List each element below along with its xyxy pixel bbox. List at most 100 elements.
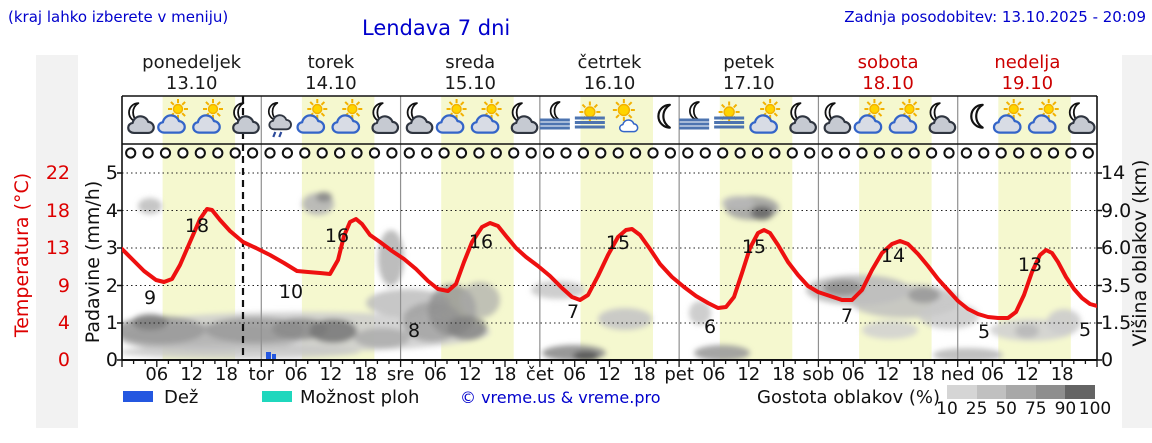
hour-circle-marker [247, 147, 259, 159]
location-hint: (kraj lahko izberete v meniju) [8, 8, 229, 26]
hour-circle-marker [438, 147, 450, 159]
sun-icon [612, 99, 635, 121]
temperature-value-label: 5 [1078, 319, 1092, 341]
day-date-label: 19.10 [1001, 73, 1054, 94]
hour-circle-marker [473, 147, 485, 159]
hour-circle-marker [873, 147, 886, 159]
cloud-icon [510, 115, 539, 135]
hour-circle-marker [1030, 147, 1042, 159]
hour-circle-marker [525, 147, 537, 159]
hour-circle-marker [142, 147, 154, 159]
cloud-height-tick-label: 6.0 [1101, 237, 1132, 259]
hour-circle-marker [299, 147, 311, 159]
moon-icon [970, 103, 984, 129]
sun-icon [718, 101, 740, 123]
left-gutter [36, 55, 78, 428]
cloud-height-tick-label: 3.5 [1101, 274, 1132, 297]
temperature-value-label: 16 [468, 231, 494, 253]
moon-icon [657, 103, 671, 129]
cloud-icon [618, 119, 639, 133]
hour-circle-marker [212, 147, 224, 159]
cloud-icon [127, 115, 155, 135]
hour-label: 18 [772, 364, 796, 385]
temperature-value-label: 5 [977, 321, 991, 343]
day-abbr-label: čet [525, 364, 554, 385]
hour-label: 12 [180, 364, 204, 385]
day-date-label: 15.10 [444, 73, 496, 94]
rain-legend-label: Dež [164, 387, 199, 408]
temperature-tick-label: 4 [57, 312, 70, 334]
day-abbr-label: ned [940, 364, 975, 385]
cloud-height-tick-label: 1.5 [1101, 312, 1132, 334]
hour-circle-marker [699, 147, 711, 159]
hour-circle-marker [125, 147, 137, 159]
density-tick-label: 25 [965, 399, 988, 419]
hour-circle-marker [821, 147, 833, 159]
hour-circle-marker [960, 147, 973, 159]
temperature-value-label: 6 [703, 316, 717, 338]
hour-circle-marker [560, 147, 572, 159]
cloud-icon [853, 114, 883, 134]
weather-icon-moon-cloud [232, 102, 260, 135]
temperature-value-label: 9 [143, 287, 157, 309]
day-abbr-label: pet [664, 364, 694, 385]
hour-label: 12 [458, 364, 482, 385]
weather-icon-sun-cloud [296, 99, 328, 134]
cloud-icon [823, 115, 852, 135]
hour-circle-marker [612, 147, 624, 159]
hour-circle-marker [264, 147, 276, 159]
hour-circle-marker [177, 147, 189, 159]
density-tick-label: 10 [936, 399, 958, 419]
hour-label: 18 [1050, 364, 1074, 385]
density-tick-label: 100 [1078, 399, 1112, 419]
temperature-tick-label: 18 [45, 199, 70, 222]
weather-icon-moon-cloud [371, 102, 400, 135]
hour-label: 06 [563, 364, 587, 385]
temperature-value-label: 7 [566, 301, 580, 323]
temperature-value-label: 15 [741, 236, 767, 258]
hour-label: 12 [1015, 364, 1039, 385]
showers-legend-swatch [262, 391, 292, 402]
day-abbr-label: sob [802, 364, 835, 385]
hour-circle-marker [403, 147, 415, 159]
precipitation-tick-label: 5 [105, 162, 118, 184]
density-tick-label: 75 [1024, 399, 1047, 419]
copyright-link[interactable]: © vreme.us & vreme.pro [460, 388, 661, 407]
hour-circle-marker [856, 147, 868, 159]
weather-icon-moon-cloud [127, 102, 155, 135]
hour-circle-marker [995, 147, 1007, 159]
cloud-density-label: Gostota oblakov (%) [757, 387, 941, 408]
density-scale-segment [1006, 385, 1036, 399]
cloud-icon [192, 114, 221, 134]
hour-label: 18 [354, 364, 378, 385]
temperature-value-label: 13 [1017, 254, 1043, 276]
hour-circle-marker [334, 147, 346, 159]
hour-circle-marker [908, 147, 920, 159]
showers-legend-label: Možnost ploh [300, 387, 420, 408]
day-date-label: 17.10 [723, 73, 775, 94]
precipitation-tick-label: 4 [105, 199, 118, 222]
weather-icon-sun-fog [574, 101, 605, 129]
weather-icon-sun-cloud [331, 99, 363, 134]
weather-icon-moon [657, 103, 671, 129]
hour-label: 06 [841, 364, 865, 385]
weather-icon-sun-cloud [470, 99, 502, 134]
hour-label: 06 [284, 364, 308, 385]
temperature-tick-label: 0 [57, 349, 70, 371]
sun-icon [760, 99, 781, 119]
sun-icon [899, 99, 920, 119]
hour-label: 06 [981, 364, 1004, 385]
hour-label: 12 [319, 364, 343, 385]
weather-icon-sun-cloud [157, 99, 188, 134]
hour-circle-marker [1082, 147, 1094, 159]
temperature-tick-label: 13 [45, 237, 70, 259]
temperature-value-label: 7 [840, 305, 854, 327]
temperature-value-label: 8 [407, 320, 421, 342]
cloud-icon [435, 114, 465, 134]
hour-label: 12 [737, 364, 761, 385]
hour-circle-marker [595, 147, 607, 159]
hour-circle-marker [804, 147, 816, 159]
day-name-label: sreda [445, 52, 496, 73]
hour-circle-marker [316, 147, 328, 159]
density-scale-segment [976, 385, 1007, 399]
